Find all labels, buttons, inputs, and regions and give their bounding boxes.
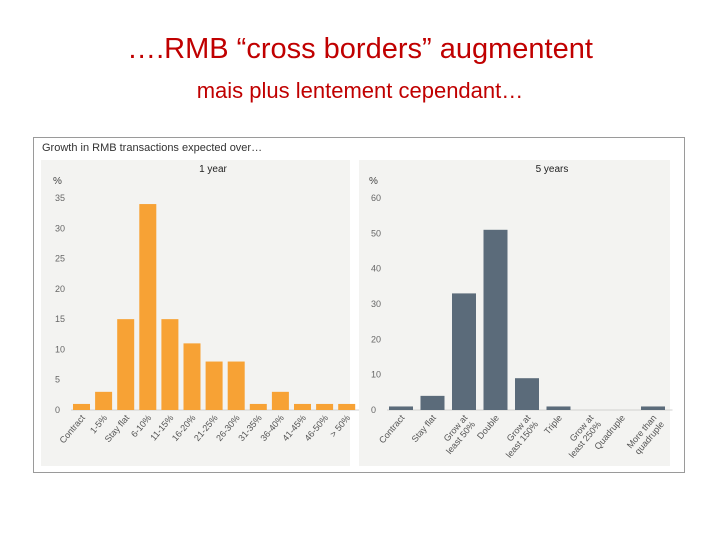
x-tick-label: Grow atleast 50% bbox=[436, 412, 477, 456]
x-tick-label: > 50% bbox=[328, 413, 352, 439]
bar bbox=[73, 403, 90, 410]
x-tick-label: 1-5% bbox=[88, 413, 109, 436]
y-tick-label: 20 bbox=[371, 334, 381, 344]
bar bbox=[95, 391, 113, 410]
y-tick-label: 40 bbox=[371, 264, 381, 274]
y-tick-label: 15 bbox=[55, 314, 65, 324]
bar bbox=[294, 403, 311, 410]
bar bbox=[515, 378, 539, 410]
x-tick-label: Stay flat bbox=[103, 412, 132, 444]
bar bbox=[161, 319, 179, 410]
x-tick-label: More thanquadruple bbox=[625, 413, 666, 457]
x-tick-label: Double bbox=[475, 413, 501, 441]
y-tick-label: 60 bbox=[371, 193, 381, 203]
y-tick-label: 10 bbox=[55, 344, 65, 354]
y-tick-label: 30 bbox=[55, 223, 65, 233]
bar bbox=[389, 406, 413, 410]
y-tick-label: 20 bbox=[55, 284, 65, 294]
y-axis-unit-label: % bbox=[369, 176, 378, 187]
y-tick-label: 0 bbox=[371, 405, 376, 415]
chart-figure: Growth in RMB transactions expected over… bbox=[33, 137, 685, 473]
chart-panel-1-year: 1 year% 0 5 10 15 20 25 30 35 Contract 1-5% Stay fl… bbox=[41, 160, 361, 466]
bar bbox=[546, 406, 571, 410]
y-axis-unit-label: % bbox=[53, 176, 62, 187]
y-tick-label: 35 bbox=[55, 193, 65, 203]
x-tick-label: 46-50% bbox=[303, 413, 331, 443]
bar bbox=[205, 361, 223, 410]
bar bbox=[316, 403, 334, 410]
x-tick-label: Grow atleast 250% bbox=[559, 412, 603, 459]
y-tick-label: 50 bbox=[371, 228, 381, 238]
bar bbox=[183, 343, 201, 410]
bar bbox=[483, 229, 508, 410]
y-tick-label: 25 bbox=[55, 254, 65, 264]
y-tick-label: 10 bbox=[371, 370, 381, 380]
chart-panel-5-years: 5 years% 0 10 20 30 40 50 60 Contract Stay flat Gr… bbox=[359, 160, 673, 466]
x-tick-label: Contract bbox=[377, 412, 407, 445]
x-tick-label: Contract bbox=[58, 412, 88, 445]
bar bbox=[249, 403, 267, 410]
x-tick-label: Grow atleast 150% bbox=[496, 412, 540, 459]
bar bbox=[338, 403, 356, 410]
y-tick-label: 5 bbox=[55, 375, 60, 385]
bar bbox=[271, 391, 289, 410]
bar bbox=[117, 319, 135, 410]
bar bbox=[420, 395, 445, 410]
figure-caption: Growth in RMB transactions expected over… bbox=[42, 142, 263, 154]
x-tick-label: Stay flat bbox=[409, 412, 438, 444]
slide-subtitle: mais plus lentement cependant… bbox=[196, 78, 524, 103]
slide-title: ….RMB “cross borders” augmentent bbox=[127, 33, 593, 65]
bar bbox=[452, 293, 476, 410]
bar bbox=[641, 406, 665, 410]
bar bbox=[227, 361, 245, 410]
x-tick-label: Triple bbox=[542, 413, 564, 436]
bar-chart-1-year: 1 year% 0 5 10 15 20 25 30 35 Contract 1-5%Stay fl… bbox=[53, 164, 361, 445]
chart-title: 5 years bbox=[536, 164, 569, 175]
bar bbox=[139, 204, 157, 410]
y-tick-label: 30 bbox=[371, 299, 381, 309]
chart-title: 1 year bbox=[199, 164, 227, 175]
y-tick-label: 0 bbox=[55, 405, 60, 415]
